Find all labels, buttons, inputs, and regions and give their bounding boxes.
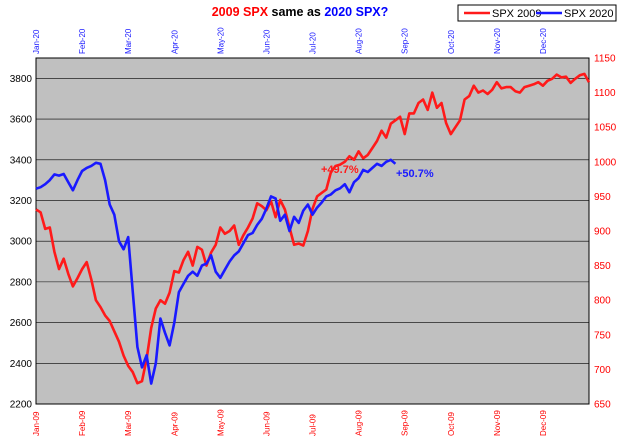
series-line-spx-2020 <box>35 158 397 385</box>
bottom-axis-tick-label: Aug-09 <box>355 410 364 436</box>
legend-label-2020: SPX 2020 <box>564 8 614 20</box>
right-axis-tick-label: 1150 <box>594 54 616 65</box>
top-axis-tick-label: Feb-20 <box>78 28 87 54</box>
left-axis-tick-label: 3800 <box>10 74 33 85</box>
title-part-2009: 2009 SPX <box>212 5 269 19</box>
left-axis-tick-label: 3000 <box>10 237 33 248</box>
top-axis-tick-label: May-20 <box>216 27 225 54</box>
bottom-axis-tick-label: Jun-09 <box>262 411 271 436</box>
right-axis-tick-label: 800 <box>594 296 611 307</box>
right-axis-tick-label: 1050 <box>594 123 617 134</box>
top-axis-tick-label: Jun-20 <box>262 29 271 54</box>
title-part-2020: 2020 SPX? <box>324 5 388 19</box>
right-axis-tick-label: 1000 <box>594 157 617 168</box>
left-axis-tick-label: 3200 <box>10 196 33 207</box>
top-axis-tick-label: Mar-20 <box>124 28 133 54</box>
left-axis-tick-label: 2600 <box>10 318 33 329</box>
left-axis-tick-label: 2200 <box>10 400 33 411</box>
right-axis-tick-label: 950 <box>594 192 611 203</box>
top-axis-tick-label: Oct-20 <box>447 29 456 54</box>
right-axis-tick-label: 850 <box>594 261 611 272</box>
right-axis-tick-label: 1100 <box>594 88 616 99</box>
bottom-axis-tick-label: Nov-09 <box>493 410 502 436</box>
bottom-axis-tick-label: Sep-09 <box>401 410 410 436</box>
left-axis-tick-label: 3600 <box>10 115 33 126</box>
annotation-label: +49.7% <box>321 164 359 176</box>
bottom-axis-tick-label: Feb-09 <box>78 410 87 436</box>
annotations: +49.7% +50.7% <box>321 164 434 180</box>
series-line-spx-2009 <box>35 72 591 385</box>
top-axis-tick-label: Sep-20 <box>401 28 410 54</box>
legend-label-2009: SPX 2009 <box>492 8 542 20</box>
top-axis-tick-label: Aug-20 <box>355 28 364 54</box>
series-lines <box>35 72 591 385</box>
annotation-label: +50.7% <box>396 168 434 180</box>
right-axis-tick-label: 650 <box>594 400 611 411</box>
left-axis-tick-label: 2800 <box>10 277 33 288</box>
plot-area <box>35 57 590 405</box>
axes: 2200 2400 2600 2800 3000 3200 3400 3600 3800 650 7… <box>10 27 617 436</box>
right-axis-tick-label: 900 <box>594 227 611 238</box>
bottom-axis-tick-label: Mar-09 <box>124 410 133 436</box>
bottom-axis-tick-label: Dec-09 <box>539 410 548 436</box>
bottom-axis-tick-label: Jan-09 <box>32 411 41 436</box>
top-axis-tick-label: Apr-20 <box>170 29 179 54</box>
right-axis-tick-label: 750 <box>594 330 611 341</box>
right-axis-tick-label: 700 <box>594 365 611 376</box>
bottom-axis-tick-label: Jul-09 <box>309 414 318 436</box>
top-axis-tick-label: Jul-20 <box>309 32 318 54</box>
bottom-axis-tick-label: Apr-09 <box>170 411 179 436</box>
left-axis-tick-label: 2400 <box>10 359 33 370</box>
bottom-axis-tick-label: May-09 <box>216 409 225 436</box>
bottom-axis-tick-label: Oct-09 <box>447 411 456 436</box>
top-axis-tick-label: Dec-20 <box>539 28 548 54</box>
title-part-middle: same as <box>268 5 324 19</box>
top-axis-tick-label: Nov-20 <box>493 28 502 54</box>
left-axis-tick-label: 3400 <box>10 155 33 166</box>
top-axis-tick-label: Jan-20 <box>32 29 41 54</box>
chart-title: 2009 SPX same as 2020 SPX? <box>212 5 389 19</box>
legend: SPX 2009 SPX 2020 <box>457 4 617 22</box>
